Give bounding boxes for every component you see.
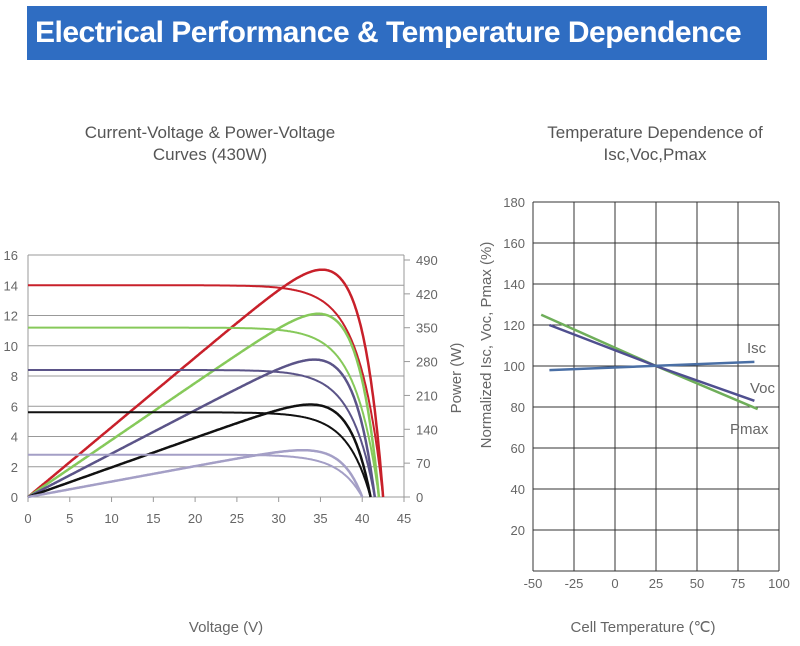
y2-tick-label: 490 <box>416 253 438 268</box>
temp-chart-title: Temperature Dependence of Isc,Voc,Pmax <box>490 122 800 166</box>
y-tick-label: 180 <box>503 195 525 210</box>
iv-chart-title: Current-Voltage & Power-Voltage Curves (… <box>40 122 380 166</box>
x-tick-label: 25 <box>649 576 663 591</box>
y2-tick-label: 420 <box>416 287 438 302</box>
pv-curve-4 <box>27 448 364 499</box>
x-tick-label: 10 <box>104 511 118 526</box>
series-label-isc: Isc <box>747 340 767 357</box>
x-tick-label: 35 <box>313 511 327 526</box>
y-tick-label: 140 <box>503 277 525 292</box>
x-tick-label: 75 <box>731 576 745 591</box>
pv-curve-1 <box>27 312 381 498</box>
x-tick-label: 50 <box>690 576 704 591</box>
y-tick-label: 2 <box>11 460 18 475</box>
y-tick-label: 160 <box>503 236 525 251</box>
pv-curve-3 <box>27 403 372 499</box>
y-tick-label: 40 <box>511 482 525 497</box>
y2-tick-label: 280 <box>416 355 438 370</box>
series-label-voc: Voc <box>750 380 776 397</box>
y-tick-label: 10 <box>4 339 18 354</box>
x-tick-label: 100 <box>768 576 790 591</box>
y2-tick-label: 140 <box>416 422 438 437</box>
x-axis-label: Cell Temperature (℃) <box>571 619 716 636</box>
iv-curve-1 <box>28 326 380 498</box>
iv-curve-3 <box>28 411 372 498</box>
y-tick-label: 4 <box>11 430 18 445</box>
x-tick-label: -50 <box>524 576 543 591</box>
iv-curve-0 <box>28 284 385 498</box>
series-label-pmax: Pmax <box>730 421 769 438</box>
y-tick-label: 12 <box>4 309 18 324</box>
y-tick-label: 60 <box>511 441 525 456</box>
x-tick-label: 0 <box>24 511 31 526</box>
x-tick-label: -25 <box>565 576 584 591</box>
temp-title-line-1: Temperature Dependence of <box>547 123 763 142</box>
iv-curve-4 <box>28 453 364 498</box>
iv-title-line-2: Curves (430W) <box>152 145 268 164</box>
y-tick-label: 6 <box>11 399 18 414</box>
x-tick-label: 5 <box>66 511 73 526</box>
y-tick-label: 8 <box>11 369 18 384</box>
iv-curve-2 <box>28 369 376 498</box>
y-tick-label: 16 <box>4 248 18 263</box>
y2-tick-label: 0 <box>416 490 423 505</box>
x-tick-label: 0 <box>611 576 618 591</box>
y-tick-label: 120 <box>503 318 525 333</box>
y-tick-label: 20 <box>511 523 525 538</box>
x-tick-label: 40 <box>355 511 369 526</box>
y-tick-label: 80 <box>511 400 525 415</box>
pv-curve-0 <box>27 268 385 498</box>
y-tick-label: 100 <box>503 359 525 374</box>
y2-axis-label: Power (W) <box>448 343 465 414</box>
series-line-isc <box>549 360 755 372</box>
pv-curve-2 <box>27 358 377 499</box>
y2-tick-label: 350 <box>416 321 438 336</box>
temp-title-line-2: Isc,Voc,Pmax <box>603 145 707 164</box>
y-tick-label: 14 <box>4 278 18 293</box>
x-tick-label: 30 <box>271 511 285 526</box>
x-tick-label: 15 <box>146 511 160 526</box>
y2-tick-label: 210 <box>416 388 438 403</box>
header-title: Electrical Performance & Temperature Dep… <box>27 6 767 60</box>
y-tick-label: 0 <box>11 490 18 505</box>
x-axis-label: Voltage (V) <box>189 619 263 636</box>
x-tick-label: 20 <box>188 511 202 526</box>
y2-tick-label: 70 <box>416 456 430 471</box>
iv-title-line-1: Current-Voltage & Power-Voltage <box>84 123 336 142</box>
y-axis-label: Normalized Isc, Voc, Pmax (%) <box>478 242 495 449</box>
x-tick-label: 45 <box>397 511 411 526</box>
x-tick-label: 25 <box>230 511 244 526</box>
